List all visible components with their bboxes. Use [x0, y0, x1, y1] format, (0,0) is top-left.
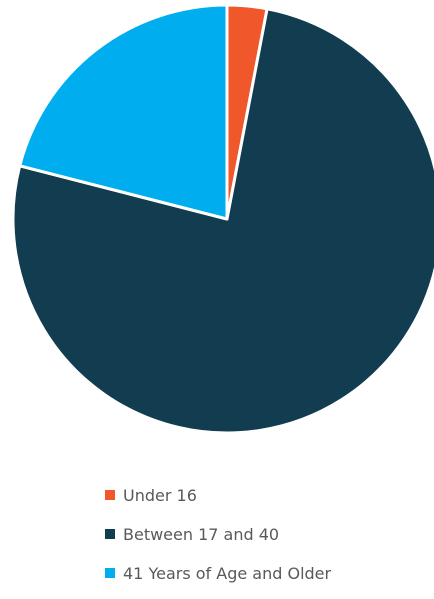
legend-label: 41 Years of Age and Older	[123, 563, 332, 583]
pie-chart	[11, 3, 434, 435]
legend-swatch	[105, 490, 115, 500]
legend-item-between-17-and-40: Between 17 and 40	[105, 521, 331, 547]
legend-swatch	[105, 529, 115, 539]
legend-swatch	[105, 568, 115, 578]
chart-legend: Under 16 Between 17 and 40 41 Years of A…	[105, 482, 331, 599]
legend-item-under-16: Under 16	[105, 482, 331, 508]
legend-label: Between 17 and 40	[123, 524, 280, 544]
pie-slices	[11, 3, 434, 435]
legend-label: Under 16	[123, 485, 197, 505]
legend-item-41-and-older: 41 Years of Age and Older	[105, 560, 331, 586]
pie-slice-between-17-and-40	[11, 7, 434, 435]
pie-slice-41-years-of-age-and-older	[18, 3, 229, 221]
